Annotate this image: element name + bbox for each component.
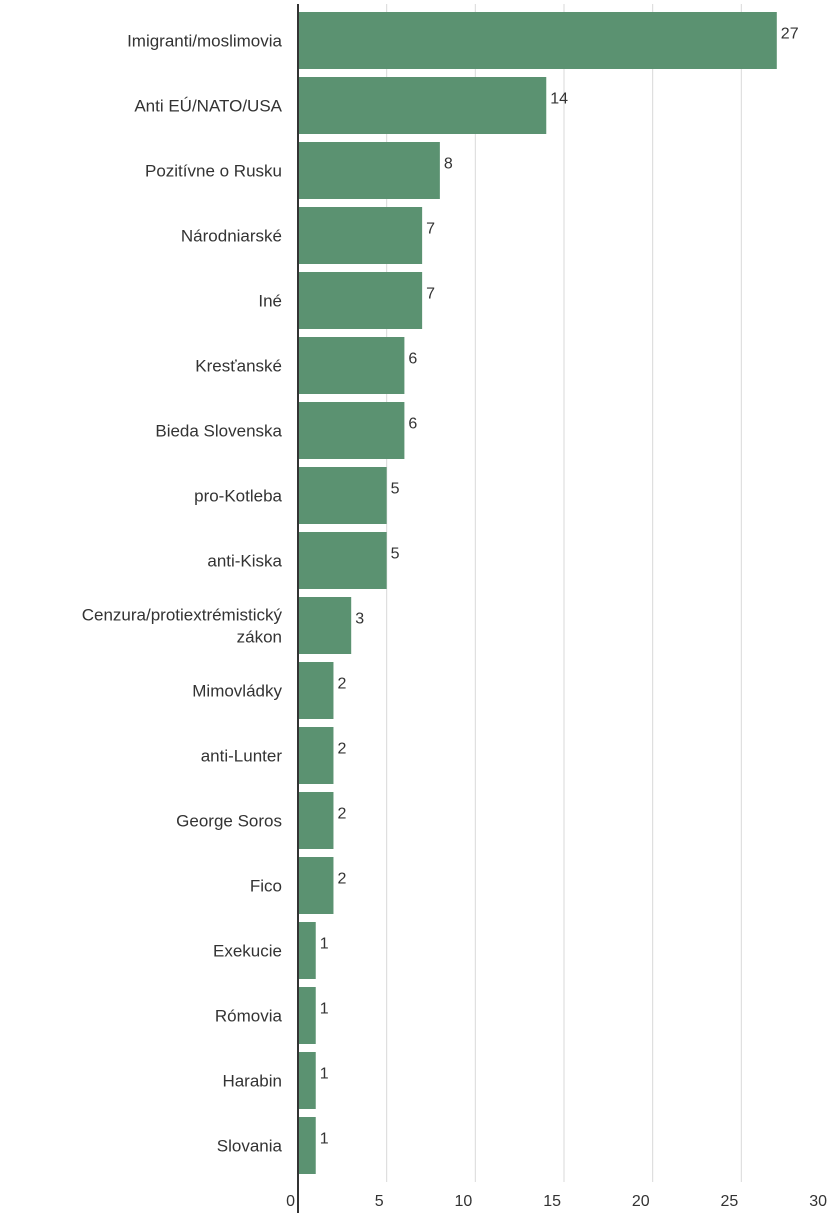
category-label: Iné [258,292,282,311]
category-label: pro-Kotleba [194,487,282,506]
category-label: Mimovládky [192,682,282,701]
bar [298,1117,316,1174]
value-label: 2 [337,676,346,693]
category-label: George Soros [176,812,282,831]
category-label: Rómovia [215,1007,283,1026]
category-label: anti-Lunter [201,747,283,766]
category-label: Fico [250,877,282,896]
value-label: 7 [426,221,435,238]
bar [298,857,334,914]
bar [298,727,334,784]
value-label: 1 [320,1066,329,1083]
bar [298,272,423,329]
category-label: Anti EÚ/NATO/USA [134,97,282,116]
x-tick-label: 10 [455,1193,473,1210]
value-label: 1 [320,936,329,953]
value-label: 3 [355,611,364,628]
category-labels: Imigranti/moslimovia Anti EÚ/NATO/USA Pozi… [82,32,283,1156]
category-label: Kresťanské [195,357,282,376]
x-tick-label: 30 [809,1193,827,1210]
category-label: Bieda Slovenska [155,422,282,441]
bar [298,1052,316,1109]
value-label: 2 [337,741,346,758]
value-labels: 27 14 8 7 7 6 6 5 5 3 2 2 2 2 1 1 1 1 [320,26,799,1148]
bar [298,337,405,394]
value-label: 2 [337,806,346,823]
category-label: Národniarské [181,227,282,246]
bars [298,12,777,1174]
x-tick-label: 15 [543,1193,561,1210]
bar [298,207,423,264]
value-label: 6 [408,351,417,368]
value-label: 8 [444,156,453,173]
bar [298,597,352,654]
x-tick-label: 25 [721,1193,739,1210]
value-label: 7 [426,286,435,303]
category-label: Slovania [217,1137,283,1156]
value-label: 5 [391,481,400,498]
bar [298,532,387,589]
x-tick-label: 0 [286,1193,295,1210]
bar [298,12,777,69]
bar [298,402,405,459]
value-label: 1 [320,1131,329,1148]
bar [298,792,334,849]
category-label: Harabin [222,1072,282,1091]
bar [298,467,387,524]
bar [298,142,440,199]
category-label: Imigranti/moslimovia [127,32,282,51]
category-label: anti-Kiska [207,552,282,571]
x-axis-ticks: 0 5 10 15 20 25 30 [286,1193,827,1210]
category-label: zákon [237,628,282,647]
x-tick-label: 5 [375,1193,384,1210]
category-label: Exekucie [213,942,282,961]
category-label: Cenzura/protiextrémistický [82,606,283,625]
gridlines [386,4,742,1182]
bar [298,922,316,979]
value-label: 14 [550,91,568,108]
value-label: 5 [391,546,400,563]
value-label: 6 [408,416,417,433]
x-tick-label: 20 [632,1193,650,1210]
category-label: Pozitívne o Rusku [145,162,282,181]
bar [298,662,334,719]
value-label: 1 [320,1001,329,1018]
bar [298,77,547,134]
value-label: 2 [337,871,346,888]
bar [298,987,316,1044]
value-label: 27 [781,26,799,43]
